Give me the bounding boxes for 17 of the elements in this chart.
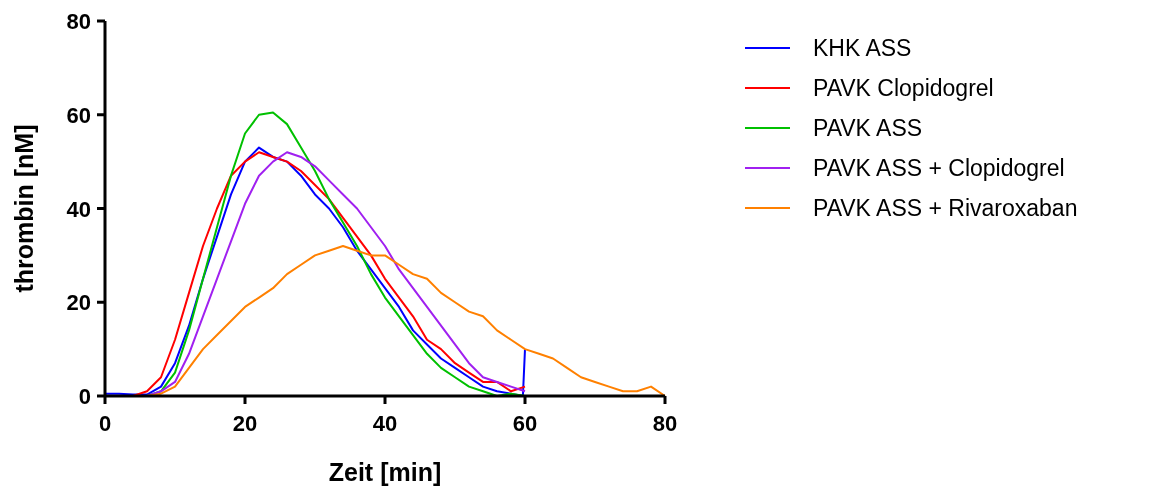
- x-tick-label: 80: [652, 411, 678, 436]
- legend-label: PAVK Clopidogrel: [813, 75, 994, 101]
- legend-label: PAVK ASS + Rivaroxaban: [813, 195, 1078, 221]
- y-tick-label: 80: [66, 9, 91, 34]
- y-tick-label: 20: [66, 290, 91, 316]
- y-axis-title: thrombin [nM]: [10, 124, 38, 293]
- x-tick-label: 0: [98, 411, 112, 436]
- y-tick-label: 40: [66, 196, 91, 222]
- legend-label: PAVK ASS: [813, 115, 923, 141]
- legend-label: KHK ASS: [813, 35, 912, 61]
- x-tick-label: 60: [512, 411, 538, 436]
- x-axis-title: Zeit [min]: [328, 458, 442, 486]
- legend-label: PAVK ASS + Clopidogrel: [813, 155, 1065, 181]
- y-tick-label: 0: [78, 384, 91, 409]
- x-tick-label: 40: [372, 411, 398, 436]
- x-tick-label: 20: [232, 411, 258, 436]
- y-tick-label: 60: [66, 102, 91, 128]
